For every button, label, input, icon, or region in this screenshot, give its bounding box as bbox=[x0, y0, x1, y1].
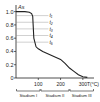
region-edge bbox=[41, 89, 42, 91]
x-tick-label: 100 bbox=[34, 81, 43, 87]
y-tick bbox=[14, 24, 16, 25]
y-tick bbox=[14, 38, 16, 39]
y-axis bbox=[16, 5, 17, 78]
curve bbox=[16, 12, 87, 78]
y-tick bbox=[14, 78, 16, 79]
y-tick-label: 0.8 bbox=[6, 22, 14, 28]
region-label: Stadium III bbox=[72, 93, 92, 98]
y-tick bbox=[14, 11, 16, 12]
y-tick-label: 0.4 bbox=[6, 48, 14, 54]
region-bracket bbox=[41, 91, 69, 92]
chart: 0 0.2 0.4 0.6 0.8 1.0 100 200 300 As T(°C) Stadium … bbox=[0, 0, 100, 102]
region-label: Stadium I bbox=[19, 93, 37, 98]
region-edge bbox=[40, 89, 41, 91]
level-line bbox=[16, 22, 48, 23]
x-tick-label: 300 bbox=[79, 81, 88, 87]
region-edge bbox=[16, 89, 17, 91]
region-edge bbox=[68, 89, 69, 91]
annotation: t₅ bbox=[49, 39, 52, 45]
annotation: t₂ bbox=[49, 19, 52, 25]
region-label: Stadium II bbox=[46, 93, 65, 98]
y-tick-label: 1.0 bbox=[6, 9, 14, 15]
y-tick bbox=[14, 51, 16, 52]
region-edge bbox=[69, 89, 70, 91]
y-tick-label: 0.2 bbox=[6, 62, 14, 68]
region-edge bbox=[93, 89, 94, 91]
level-line bbox=[16, 35, 48, 36]
y-tick-label: 0.6 bbox=[6, 35, 14, 41]
region-bracket bbox=[70, 91, 94, 92]
y-tick bbox=[14, 64, 16, 65]
x-axis bbox=[16, 78, 94, 79]
plot-area bbox=[16, 12, 87, 78]
level-line bbox=[16, 42, 48, 43]
level-line bbox=[16, 28, 48, 29]
annotation: t₁ bbox=[49, 12, 52, 18]
x-tick-label: 200 bbox=[56, 81, 65, 87]
y-tick-label: 0 bbox=[10, 75, 13, 81]
annotation: t₄ bbox=[49, 32, 52, 38]
region-bracket bbox=[17, 91, 41, 92]
x-label: T(°C) bbox=[87, 81, 99, 87]
annotation: t₃ bbox=[49, 26, 52, 32]
y-label: As bbox=[17, 4, 25, 10]
